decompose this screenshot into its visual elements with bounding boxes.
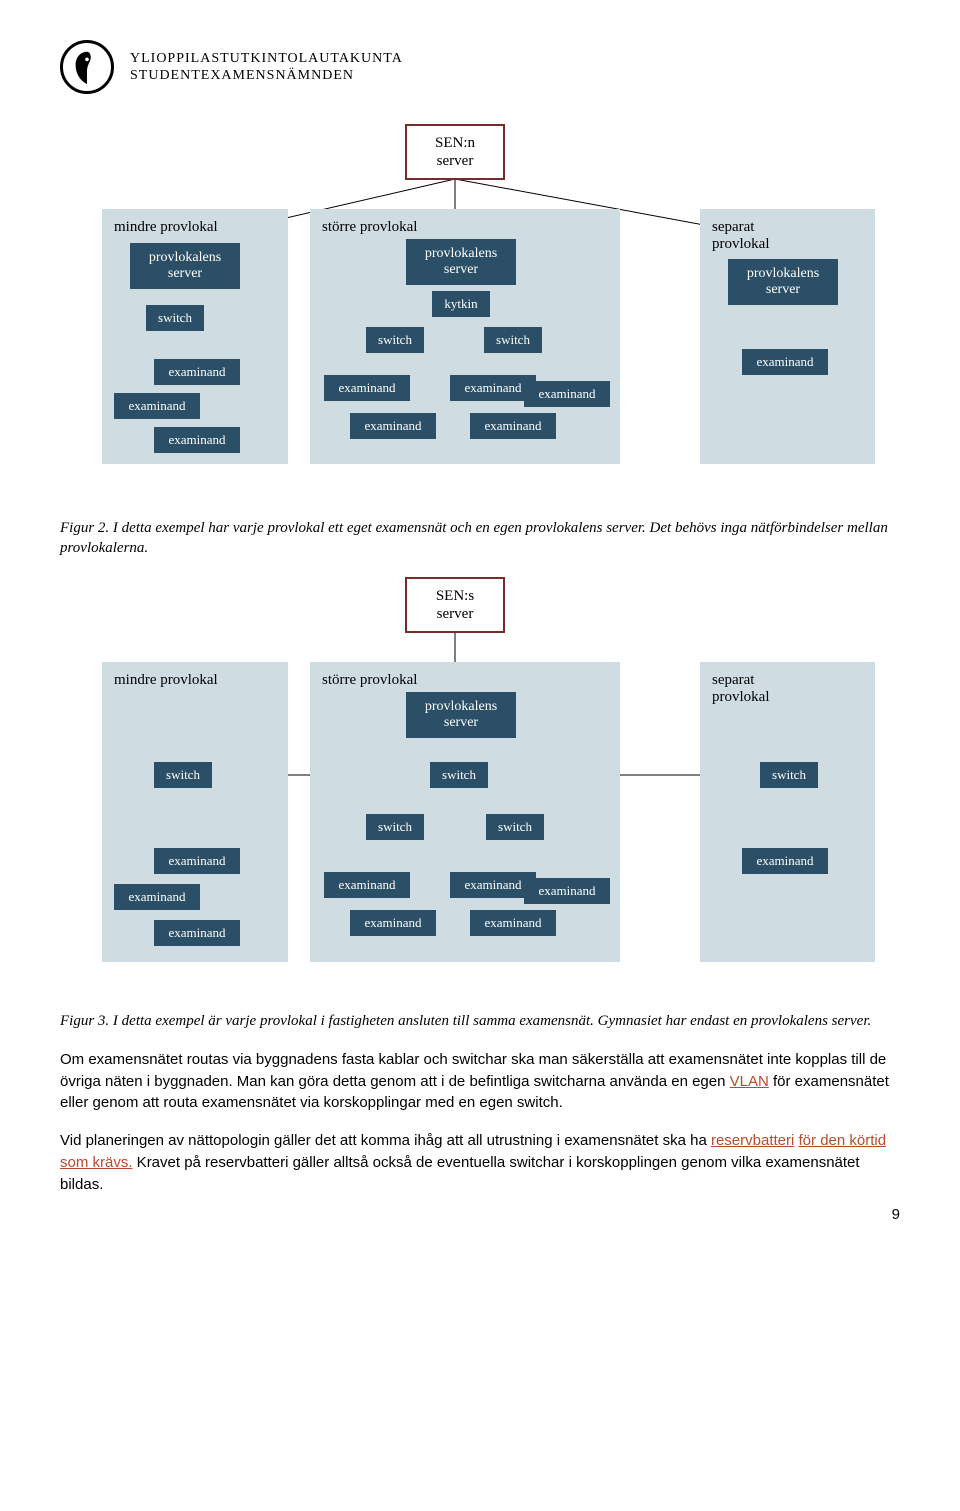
panel-separat2-title: separat provlokal [712,672,865,706]
panel-storre2-title: större provlokal [322,672,610,689]
reservbatteri-link[interactable]: reservbatteri [711,1132,794,1149]
storre-server-node: provlokalens server [406,239,516,285]
org-names: YLIOPPILASTUTKINTOLAUTAKUNTA STUDENTEXAM… [130,50,403,85]
examinand-node: examinand [114,393,200,419]
examinand-node: examinand [350,413,436,439]
panel-storre-title: större provlokal [322,219,610,236]
panel-separat: separat provlokal provlokalens server ex… [700,209,875,464]
page-number: 9 [892,1206,900,1223]
panel-mindre: mindre provlokal provlokalens server swi… [102,209,288,464]
kytkin-node: kytkin [432,291,490,317]
mindre-server-node: provlokalens server [130,243,240,289]
top-server-label: SEN:s server [436,588,474,622]
paragraph-1: Om examensnätet routas via byggnadens fa… [60,1049,900,1114]
panel-separat-title: separat provlokal [712,219,865,253]
examinand-node: examinand [742,848,828,874]
figure-3-caption: Figur 3. I detta exempel är varje provlo… [60,1011,900,1031]
para2-pre: Vid planeringen av nättopologin gäller d… [60,1132,711,1149]
panel-mindre-title: mindre provlokal [114,219,278,236]
examinand-node: examinand [742,349,828,375]
storre2-switch-top: switch [430,762,488,788]
examinand-node: examinand [154,920,240,946]
separat-server-node: provlokalens server [728,259,838,305]
para2-post: Kravet på reservbatteri gäller alltså oc… [60,1154,860,1193]
examinand-node: examinand [154,427,240,453]
top-server-box: SEN:n server [405,124,505,180]
storre2-switch-l: switch [366,814,424,840]
examinand-node: examinand [350,910,436,936]
storre2-server-node: provlokalens server [406,692,516,738]
panel-mindre2: mindre provlokal switch examinand examin… [102,662,288,962]
org-name-sv: STUDENTEXAMENSNÄMNDEN [130,67,403,85]
examinand-node: examinand [470,413,556,439]
examinand-node: examinand [154,359,240,385]
storre2-switch-r: switch [486,814,544,840]
panel-storre: större provlokal provlokalens server kyt… [310,209,620,464]
examinand-node: examinand [114,884,200,910]
switch-left-node: switch [366,327,424,353]
mindre-switch-node: switch [146,305,204,331]
figure-2-diagram: SEN:n server mindre provlokal provlokale… [60,124,900,504]
panel-storre2: större provlokal provlokalens server swi… [310,662,620,962]
switch-right-node: switch [484,327,542,353]
panel-mindre2-title: mindre provlokal [114,672,278,689]
examinand-node: examinand [154,848,240,874]
org-name-fi: YLIOPPILASTUTKINTOLAUTAKUNTA [130,50,403,68]
panel-separat2: separat provlokal switch examinand [700,662,875,962]
examinand-node: examinand [470,910,556,936]
examinand-node: examinand [324,872,410,898]
org-logo [60,40,114,94]
document-header: YLIOPPILASTUTKINTOLAUTAKUNTA STUDENTEXAM… [60,40,900,94]
paragraph-2: Vid planeringen av nättopologin gäller d… [60,1130,900,1195]
mindre2-switch-node: switch [154,762,212,788]
vlan-link[interactable]: VLAN [730,1073,769,1090]
top-server-box: SEN:s server [405,577,505,633]
examinand-node: examinand [524,878,610,904]
examinand-node: examinand [524,381,610,407]
separat2-switch-node: switch [760,762,818,788]
examinand-node: examinand [324,375,410,401]
figure-3-diagram: SEN:s server mindre provlokal switch exa… [60,577,900,997]
figure-2-caption: Figur 2. I detta exempel har varje provl… [60,518,900,559]
top-server-label: SEN:n server [435,135,475,169]
